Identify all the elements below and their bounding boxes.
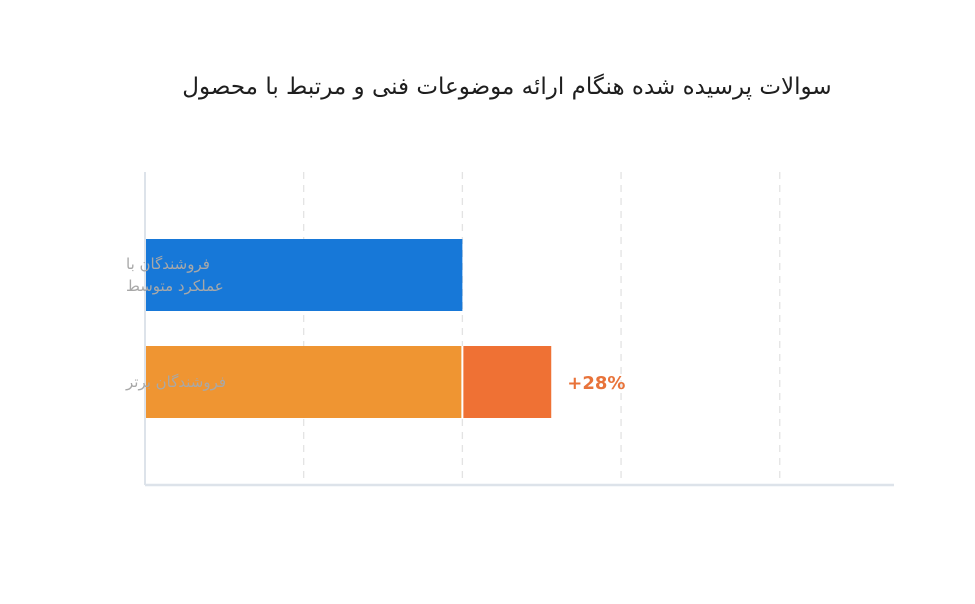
axes — [144, 172, 894, 487]
gridlines — [303, 172, 781, 485]
bars — [145, 239, 552, 418]
bar-2-segment-1 — [145, 346, 463, 418]
category-label-1-line-1: فروشندگان با — [126, 255, 210, 273]
bar-1-segment-1 — [145, 239, 463, 311]
annotations: +28% — [567, 373, 625, 394]
category-labels: فروشندگان با عملکرد متوسط فروشندگان برتر — [125, 255, 226, 391]
category-label-2-line-1: فروشندگان برتر — [125, 373, 226, 391]
data-label-1: +28% — [567, 373, 625, 394]
category-label-1-line-2: عملکرد متوسط — [126, 277, 224, 295]
bar-2-segment-2 — [462, 346, 552, 418]
chart-title: سوالات پرسیده شده هنگام ارائه موضوعات فن… — [182, 73, 831, 100]
